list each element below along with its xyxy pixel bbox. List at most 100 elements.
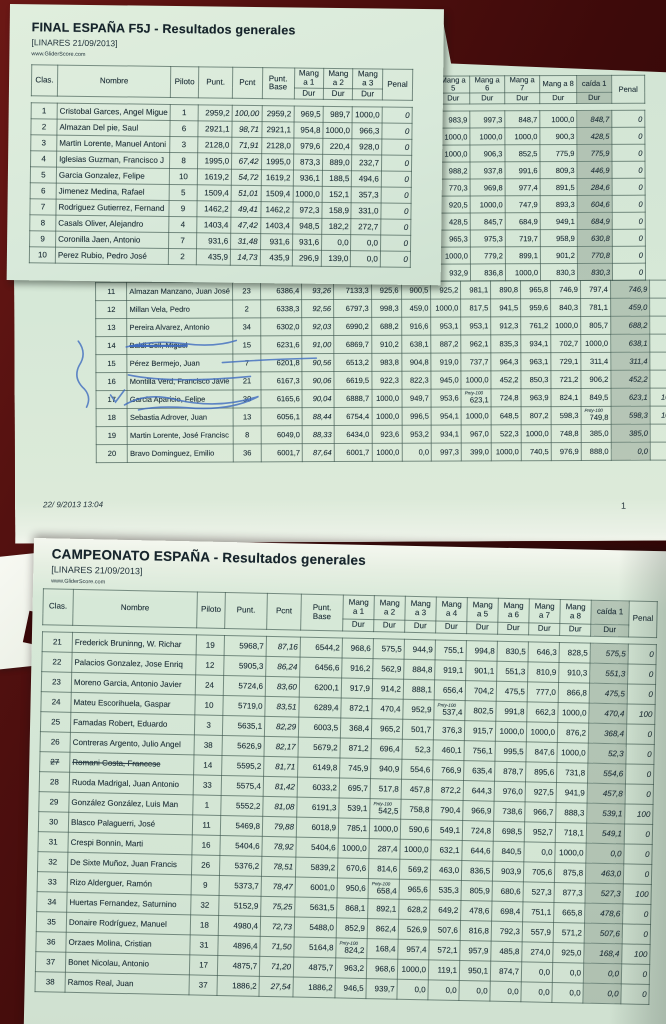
cell-pcnt: 71,50 (259, 936, 295, 958)
cell-piloto: 8 (169, 152, 198, 169)
cell-mang-7: 729,1 (551, 352, 581, 370)
cell-caida: 470,4 (588, 703, 628, 724)
cell-mang-3: 928,0 (352, 138, 382, 156)
results-table-rows-11-20: 11 Almazan Manzano, Juan José 23 6386,4 93,2… (95, 280, 666, 464)
cell-mang-1: 931,6 (292, 233, 322, 251)
cell-penal: 0 (627, 643, 657, 665)
cell-mang-8: 891,5 (540, 178, 577, 195)
cell-mang-5: 522,3 (491, 425, 521, 443)
cell-mang-2: 459,0 (401, 299, 431, 317)
cell-mang-5: 890,8 (491, 281, 521, 299)
cell-nombre: De Sixte Muñoz, Juan Francis (67, 852, 192, 875)
cell-mang-8: 385,0 (581, 424, 611, 442)
cell-punt-base: 6456,6 (299, 657, 343, 678)
cell-mang-2: 939,7 (365, 978, 398, 1000)
cell-caida: 848,7 (577, 110, 612, 127)
cell-mang-3: 957,4 (397, 939, 430, 960)
cell-piloto: 2 (233, 300, 261, 318)
cell-mang-1: 998,3 (371, 299, 401, 317)
cell-mang-4: 919,1 (434, 659, 467, 681)
cell-pcnt: 92,56 (302, 300, 334, 318)
cell-pcnt: 87,64 (302, 444, 334, 462)
cell-pcnt: 91,00 (302, 336, 334, 354)
cell-penal: 0 (650, 424, 666, 442)
cell-punt: 5626,9 (221, 735, 265, 757)
cell-punt-base: 6001,7 (334, 443, 372, 461)
cell-mang-7: 777,0 (527, 681, 559, 703)
fragment-row: 428,5 845,7 684,9 949,1 684,9 0 (437, 212, 645, 230)
cell-nombre: Millan Vela, Pedro (127, 300, 233, 318)
cell-nombre: Frederick Bruninng, W. Richar (72, 632, 197, 655)
cell-mang-3: 1000,0 (352, 106, 383, 124)
cell-mang-6: 485,8 (490, 941, 523, 962)
col-clas: Clas. (42, 588, 74, 626)
col-dur: Dur (466, 621, 498, 635)
cell-piloto: 7 (168, 232, 197, 249)
cell-mang-8: 888,3 (555, 802, 588, 824)
cell-pcnt: 78,47 (261, 876, 296, 898)
cell-punt-base: 1509,4 (260, 185, 293, 202)
cell-penal: 0 (612, 178, 645, 195)
cell-mang-3: 232,7 (351, 154, 382, 172)
cell-nombre: Sebastia Adrover, Juan (127, 408, 233, 426)
cell-mang-1: 968,6 (342, 637, 374, 659)
cell-penal: 100 (650, 388, 666, 406)
cell-mang-3: 501,7 (402, 719, 434, 740)
cell-pcnt: 78,92 (261, 836, 297, 858)
cell-mang-5: 704,2 (465, 680, 497, 702)
cell-mang-8: 665,8 (553, 902, 585, 924)
cell-mang-8: 866,8 (558, 682, 590, 704)
cell-pcnt: 27,54 (258, 976, 294, 998)
cell-mang-8: 0,0 (552, 962, 584, 984)
cell-penal: 100 (621, 943, 651, 965)
cell-piloto: 18 (190, 914, 219, 936)
cell-punt: 2921,1 (197, 120, 233, 138)
cell-piloto: 15 (233, 336, 261, 354)
cell-clas: 28 (39, 771, 70, 793)
cell-punt: 931,6 (196, 232, 231, 250)
cell-mang-6: 0,0 (489, 981, 522, 1002)
cell-mang-2: 1000,0 (322, 122, 353, 139)
cell-penal: 0 (381, 123, 413, 140)
cell-punt-base: 4875,7 (293, 957, 336, 978)
cell-mang-6: 934,1 (521, 335, 551, 353)
cell-punt: 2959,2 (198, 104, 233, 122)
cell-pcnt: 14,73 (230, 249, 261, 266)
cell-nombre: Romani Costa, Francesc (69, 752, 194, 775)
cell-pcnt: 90,06 (302, 372, 334, 390)
cell-mang-3: 357,3 (351, 186, 382, 204)
cell-mang-2: 1000,0 (369, 818, 401, 840)
cell-mang-7: 927,5 (525, 781, 557, 803)
cell-mang-3: 888,1 (403, 679, 435, 700)
cell-mang-1: 916,2 (341, 657, 374, 679)
cell-punt: 6165,6 (261, 390, 303, 408)
cell-penal: 0 (620, 983, 650, 1005)
cell-pcnt: 100,00 (232, 105, 262, 122)
cell-mang-3: 0,0 (350, 250, 381, 268)
cell-penal: 0 (382, 107, 413, 124)
cell-nombre: Garcia Aparicio, Felipe (127, 390, 233, 408)
cell-mang-3: 526,9 (398, 919, 430, 940)
cell-mang-7: 976,9 (551, 442, 581, 460)
col-nombre: Nombre (72, 589, 198, 628)
cell-mang-7: 847,6 (525, 741, 558, 763)
cell-piloto: 10 (194, 694, 224, 716)
cell-piloto: 17 (189, 954, 218, 976)
cell-mang-2: 949,7 (401, 389, 431, 407)
cell-mang-3: 0,0 (396, 979, 429, 1000)
cell-punt-base: 6289,4 (298, 697, 342, 718)
cell-mang-7: 527,3 (522, 881, 555, 903)
cell-mang-3: 554,6 (401, 759, 433, 780)
cell-nombre: Ramos Real, Juan (64, 972, 190, 995)
cell-mang-2: 989,7 (323, 106, 353, 123)
cell-punt-base: 6869,7 (334, 335, 372, 353)
cell-mang-1: Pnty-100 824,2 (335, 937, 368, 959)
cell-mang-7: 1000,0 (505, 128, 540, 145)
cell-mang-7: 746,9 (550, 280, 580, 298)
cell-pcnt: 67,42 (231, 153, 262, 170)
cell-nombre: Palacios Gonzalez, Jose Enriq (71, 652, 197, 675)
cell-mang-6: 874,7 (490, 961, 522, 982)
cell-penal: 0 (650, 370, 666, 388)
cell-piloto: 13 (233, 408, 261, 426)
